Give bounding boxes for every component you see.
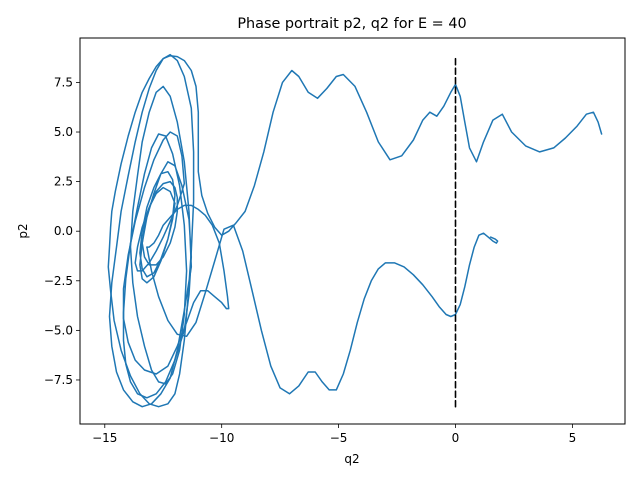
x-axis-label: q2 bbox=[344, 452, 359, 466]
y-tick-label: −7.5 bbox=[44, 373, 73, 387]
y-tick-label: 2.5 bbox=[54, 175, 73, 189]
plot-area bbox=[107, 53, 603, 408]
y-tick-label: −5.0 bbox=[44, 323, 73, 337]
y-tick-label: 0.0 bbox=[54, 224, 73, 238]
trajectory-segment-0 bbox=[107, 54, 603, 408]
x-tick-label: −15 bbox=[92, 431, 117, 445]
x-tick-label: −10 bbox=[209, 431, 234, 445]
y-tick-label: −2.5 bbox=[44, 274, 73, 288]
trajectory-segment-6 bbox=[146, 224, 499, 395]
trajectory-segment-4 bbox=[134, 180, 186, 272]
trajectory-segment-2 bbox=[122, 85, 193, 399]
x-tick-label: 0 bbox=[452, 431, 460, 445]
trajectory-segment-5 bbox=[122, 131, 230, 375]
axes-frame bbox=[79, 37, 626, 425]
x-tick-label: 5 bbox=[569, 431, 577, 445]
trajectory-segment-1 bbox=[108, 53, 195, 408]
y-axis-label: p2 bbox=[16, 223, 30, 238]
x-tick-label: −5 bbox=[330, 431, 348, 445]
chart-title: Phase portrait p2, q2 for E = 40 bbox=[237, 16, 466, 32]
y-tick-label: 7.5 bbox=[54, 75, 73, 89]
y-tick-label: 5.0 bbox=[54, 125, 73, 139]
y-axis-ticks: −7.5 −5.0 −2.5 0.0 2.5 5.0 7.5 bbox=[44, 75, 80, 387]
x-axis-ticks: −15 −10 −5 0 5 bbox=[92, 424, 576, 445]
